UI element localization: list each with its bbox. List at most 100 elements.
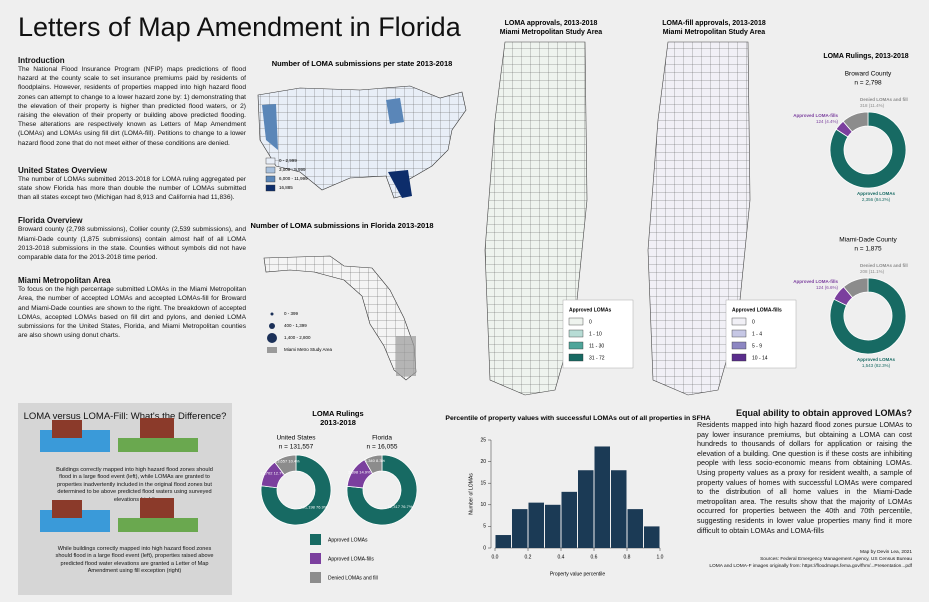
legend-label: 400 - 1,399 xyxy=(284,323,307,328)
bar xyxy=(495,535,511,548)
legend-swatch xyxy=(568,317,584,326)
section-heading: United States Overview xyxy=(18,165,107,175)
data-label: 124 (4.4%) xyxy=(816,119,839,124)
chart-title: LOMA Rulings xyxy=(312,409,363,418)
data-label: 1,340 8.3% xyxy=(365,458,386,463)
legend-swatch xyxy=(265,184,276,192)
legend-swatch xyxy=(265,157,276,165)
map-subtitle: Miami Metropolitan Study Area xyxy=(663,29,766,36)
legend-symbol xyxy=(269,323,275,329)
california xyxy=(262,104,278,150)
map-title: LOMA approvals, 2013-2018 xyxy=(505,20,598,27)
legend-label: 6,000 - 11,999 xyxy=(279,176,308,181)
y-tick-label: 25 xyxy=(480,437,486,443)
map-title: LOMA-fill approvals, 2013-2018 xyxy=(662,20,766,27)
donut-segment xyxy=(260,454,332,526)
tract-borders xyxy=(485,42,587,395)
credit-line: LOMA and LOMA-F images originally from: … xyxy=(709,564,912,569)
donut-title: United States xyxy=(276,435,316,442)
legend-swatch xyxy=(310,534,321,545)
bar xyxy=(528,502,544,548)
legend-swatch xyxy=(310,572,321,583)
y-tick-label: 20 xyxy=(480,459,486,465)
legend-title: Approved LOMA-fills xyxy=(732,307,782,313)
donut-title: Miami-Dade County xyxy=(839,237,897,244)
chart-title: LOMA Rulings, 2013-2018 xyxy=(823,53,908,60)
x-tick-label: 0.2 xyxy=(525,554,532,560)
paragraph: The number of LOMAs submitted 2013-2018 … xyxy=(18,175,246,202)
donut-title: Broward County xyxy=(845,71,892,78)
legend-label: Approved LOMA-fills xyxy=(328,556,374,562)
bar xyxy=(512,509,528,548)
legend-swatch xyxy=(568,341,584,350)
legend-label: 0 - 2,999 xyxy=(279,158,297,163)
donut-n: n = 16,055 xyxy=(367,444,398,451)
section-heading: Introduction xyxy=(18,56,65,65)
legend-label: Approved LOMAs xyxy=(328,537,368,543)
legend-label: 10 - 14 xyxy=(752,355,768,361)
legend-label: 1 - 4 xyxy=(752,331,762,337)
segment-name: Approved LOMA-fills xyxy=(793,113,838,118)
legend-swatch xyxy=(731,353,747,362)
legend-label: 16,885 xyxy=(279,185,293,190)
bar xyxy=(561,491,577,548)
x-tick-label: 1.0 xyxy=(657,554,664,560)
study-area xyxy=(396,336,416,376)
comparison-title: LOMA versus LOMA-Fill: What's the Differ… xyxy=(23,411,227,422)
legend-label: Denied LOMAs and fill xyxy=(328,575,378,581)
y-axis-label: Number of LOMAs xyxy=(468,473,474,515)
bar xyxy=(594,446,610,548)
legend-swatch xyxy=(731,329,747,338)
legend-label: 0 xyxy=(752,319,755,325)
donut-segment xyxy=(843,277,869,299)
legend-label: Miami Metro Study Area xyxy=(284,347,333,352)
y-tick-label: 10 xyxy=(480,502,486,508)
data-label: 16,702 12.7% xyxy=(260,471,285,476)
donut-title: Florida xyxy=(372,435,392,442)
credits: Map by Devin Lea, 2021 Sources: Federal E… xyxy=(640,549,912,570)
donut-n: n = 1,875 xyxy=(854,246,882,253)
x-tick-label: 0.0 xyxy=(492,554,499,560)
x-tick-label: 0.8 xyxy=(624,554,631,560)
text-column: Introduction The National Flood Insurance… xyxy=(18,56,246,340)
donut-segment xyxy=(829,277,907,355)
data-label: 318 (11.4%) xyxy=(860,103,885,108)
state-borders xyxy=(258,86,466,198)
legend-swatch xyxy=(731,317,747,326)
legend-symbol xyxy=(267,333,277,343)
segment-name: Approved LOMAs xyxy=(857,357,895,362)
donut-n: n = 131,557 xyxy=(279,444,314,451)
legend-label: 0 - 399 xyxy=(284,311,299,316)
x-tick-label: 0.6 xyxy=(591,554,598,560)
data-label: 208 (11.1%) xyxy=(860,269,885,274)
legend-label: 1 - 10 xyxy=(589,331,602,337)
legend-swatch xyxy=(265,166,276,174)
legend-label: 31 - 72 xyxy=(589,355,605,361)
bar xyxy=(545,504,561,548)
donut-segment xyxy=(829,111,907,189)
segment-name: Denied LOMAs and fill xyxy=(860,263,908,268)
paragraph: Residents mapped into high hazard flood … xyxy=(697,420,912,535)
paragraph: The National Flood Insurance Program (NF… xyxy=(18,66,246,147)
data-label: 12,317 76.7% xyxy=(388,504,413,509)
map-title: Number of LOMA submissions per state 201… xyxy=(272,59,453,68)
x-axis-label: Property value percentile xyxy=(550,571,606,577)
y-tick-label: 5 xyxy=(483,524,486,530)
donut-segment xyxy=(842,111,869,133)
x-tick-label: 0.4 xyxy=(558,554,565,560)
section-heading: Florida Overview xyxy=(18,216,83,226)
legend-swatch xyxy=(267,347,277,353)
donut-segment xyxy=(363,454,383,475)
credit-line: Map by Devin Lea, 2021 xyxy=(860,550,912,555)
legend-swatch xyxy=(265,175,276,183)
caption: Buildings correctly mapped into high haz… xyxy=(56,467,213,503)
donut-segment xyxy=(274,454,297,476)
chart-title: Percentile of property values with succe… xyxy=(445,415,710,422)
map-title: Number of LOMA submissions in Florida 20… xyxy=(250,221,433,230)
bar xyxy=(578,470,594,548)
segment-name: Approved LOMAs xyxy=(857,191,895,196)
legend-label: 1,400 - 2,800 xyxy=(284,335,311,340)
data-label: 1,543 (82.3%) xyxy=(862,363,891,368)
